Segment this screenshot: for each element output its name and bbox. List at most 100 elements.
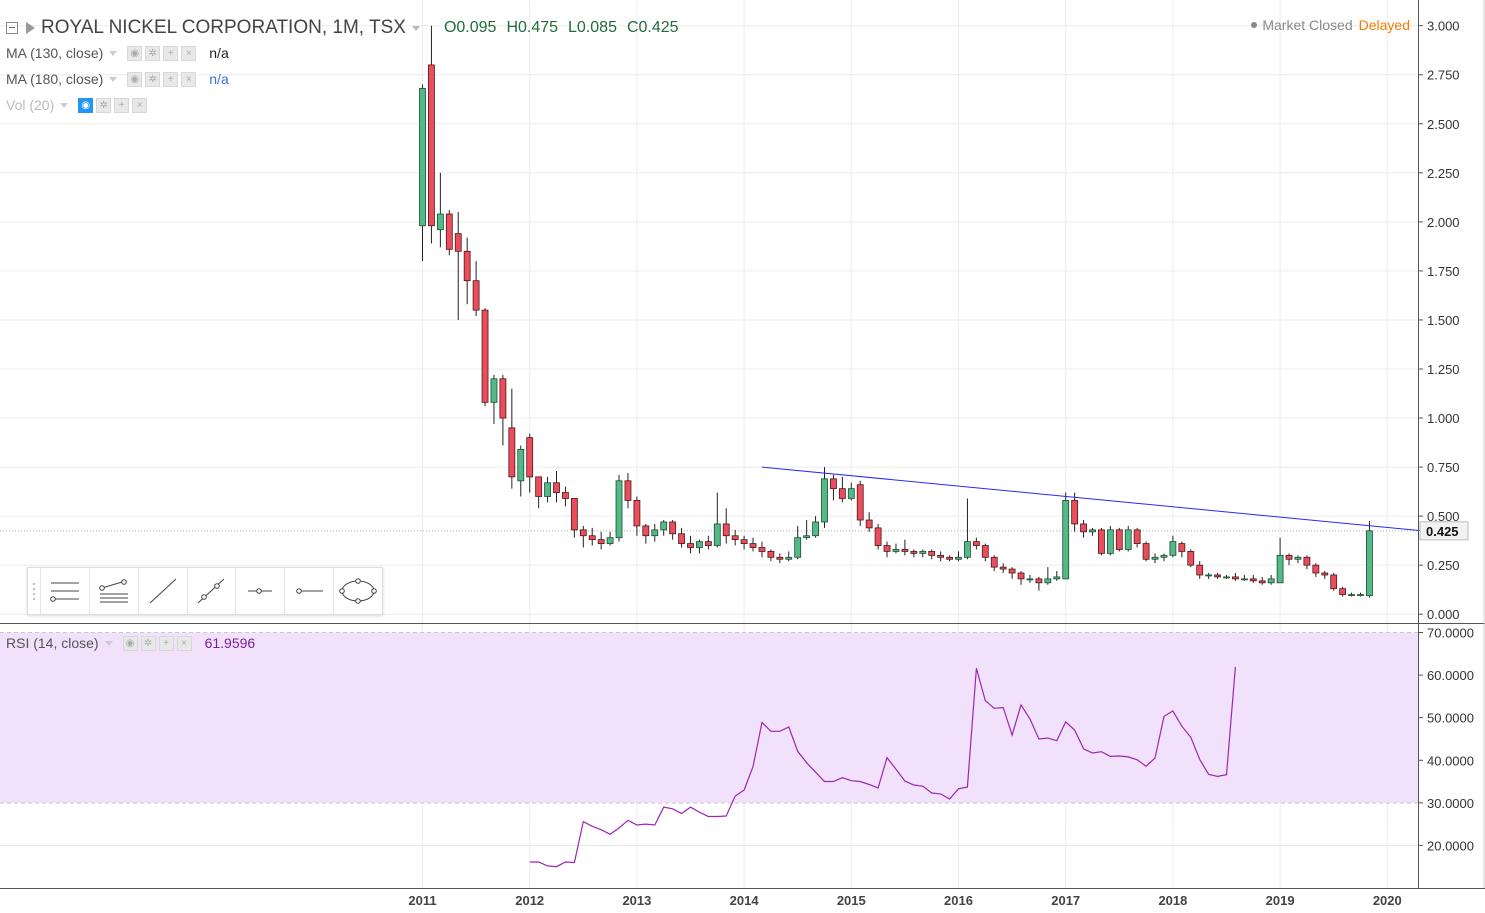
eye-icon[interactable]: ◉ [122,635,138,651]
study-rsi[interactable]: RSI (14, close) ◉ ✲ + × 61.9596 [6,633,255,653]
plus-icon[interactable]: + [158,635,174,651]
gear-icon[interactable]: ✲ [145,45,161,61]
candle-up [1106,529,1114,554]
rsi-band-fill [0,632,1418,803]
candle-down [946,556,953,560]
candle-down [1178,543,1186,552]
candle-down [454,233,462,252]
candle-down [633,500,641,527]
indicator-lines [529,466,1433,868]
close-icon[interactable]: × [181,71,197,87]
candle-down [901,549,909,552]
market-closed-label: Market Closed [1262,17,1353,33]
gear-icon[interactable]: ✲ [96,97,112,113]
candle-up [615,480,623,539]
close-icon[interactable]: × [132,97,148,113]
study-ma-130-value: n/a [209,45,229,61]
study-ma-130[interactable]: MA (130, close) ◉ ✲ + × n/a [6,43,229,63]
market-status: Market Closed Delayed [1251,17,1410,33]
candle-down [1339,588,1347,595]
y-tick-label: 1.750 [1427,264,1460,279]
candle-down [937,554,945,558]
ellipse-icon[interactable] [333,568,382,614]
candle-up [606,537,614,544]
low-value: L0.085 [568,19,617,36]
study-volume[interactable]: Vol (20) ◉ ✲ + × [6,95,150,115]
plus-icon[interactable]: + [114,97,130,113]
candle-up [847,488,855,499]
candle-down [1098,529,1105,554]
candle-down [1196,564,1204,576]
y-tick-label: 2.500 [1427,117,1460,132]
y-tick-label: 3.000 [1427,19,1460,34]
symbol-menu-caret-icon[interactable] [411,25,420,31]
candle-up [1223,576,1230,579]
candle-up [794,537,802,558]
study-ma-180-value: n/a [209,71,229,87]
candle-up [1053,576,1061,580]
candle-down [767,551,775,558]
horizontal-ray-icon[interactable] [235,568,284,614]
x-tick-label: 2013 [622,893,651,908]
candle-up [785,556,793,560]
trend-line [761,466,1433,533]
eye-icon[interactable]: ◉ [127,71,143,87]
candle-down [722,523,730,537]
eye-icon[interactable]: ◉ [127,45,143,61]
y-tick-label: 0.250 [1427,558,1460,573]
plus-icon[interactable]: + [163,45,179,61]
ray-icon[interactable] [186,568,236,614]
rsi-tick-label: 70.0000 [1427,626,1474,641]
drawing-toolbar[interactable] [27,567,383,615]
candle-up [1160,554,1168,558]
horizontal-line-icon[interactable] [284,568,333,614]
candle-down [562,492,569,499]
candle-down [1187,551,1195,566]
y-tick-label: 2.250 [1427,166,1460,181]
flag-icon[interactable] [26,22,35,34]
symbol-title[interactable]: ROYAL NICKEL CORPORATION, 1M, TSX [41,17,406,38]
candle-down [481,309,489,403]
parallel-channel-icon[interactable] [88,568,138,614]
candle-up [651,529,659,537]
horizontal-lines-icon[interactable] [39,568,89,614]
collapse-legend-button[interactable] [6,22,18,34]
y-tick-label: 2.750 [1427,68,1460,83]
candle-up [419,88,426,227]
candle-down [749,543,757,548]
chevron-down-icon[interactable] [109,76,118,82]
candle-down [579,529,587,537]
candle-down [445,213,453,250]
candle-up [517,449,525,482]
candle-up [544,482,551,497]
candle-down [999,566,1007,570]
candle-up [436,213,444,231]
eye-icon[interactable]: ◉ [78,97,94,113]
candle-up [812,521,819,537]
y-tick-label: 1.250 [1427,362,1460,377]
plus-icon[interactable]: + [163,71,179,87]
chevron-down-icon[interactable] [104,640,113,646]
candle-down [669,521,677,535]
y-tick-label: 1.000 [1427,411,1460,426]
x-tick-label: 2018 [1158,893,1187,908]
gear-icon[interactable]: ✲ [145,71,161,87]
candle-up [1124,529,1132,550]
candle-up [490,378,498,403]
rsi-tick-label: 30.0000 [1427,796,1474,811]
candle-down [570,498,578,531]
close-icon[interactable]: × [176,635,192,651]
drag-handle-icon[interactable] [28,568,40,614]
chevron-down-icon[interactable] [60,102,69,108]
close-icon[interactable]: × [181,45,197,61]
candle-down [1017,572,1025,580]
candle-up [1205,574,1213,577]
study-volume-name: Vol (20) [6,97,55,113]
study-ma-180[interactable]: MA (180, close) ◉ ✲ + × n/a [6,69,229,89]
gear-icon[interactable]: ✲ [140,635,156,651]
trend-line-icon[interactable] [137,568,187,614]
candle-down [731,535,739,541]
chevron-down-icon[interactable] [109,50,118,56]
